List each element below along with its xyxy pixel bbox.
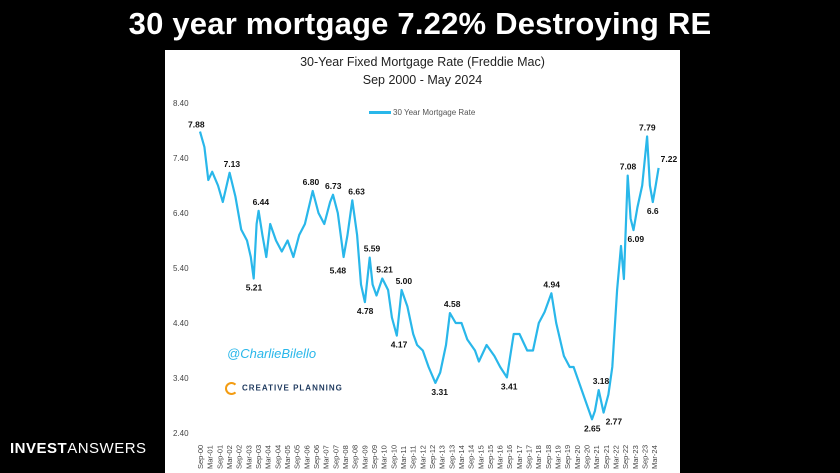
x-tick-label: Mar-22 — [612, 445, 621, 469]
x-tick-label: Sep-03 — [254, 445, 263, 469]
logo-text: CREATIVE PLANNING — [242, 383, 343, 393]
x-tick-label: Mar-24 — [650, 445, 659, 469]
x-tick-label: Sep-15 — [486, 445, 495, 469]
x-tick-label: Sep-04 — [273, 445, 282, 469]
x-tick-label: Sep-05 — [293, 445, 302, 469]
x-tick-label: Sep-14 — [467, 445, 476, 469]
series-line — [198, 131, 660, 421]
data-label: 6.80 — [303, 177, 320, 187]
x-tick-label: Sep-06 — [312, 445, 321, 469]
x-tick-label: Sep-18 — [544, 445, 553, 469]
data-label: 4.78 — [357, 306, 374, 316]
x-tick-label: Sep-02 — [235, 445, 244, 469]
slide-headline: 30 year mortgage 7.22% Destroying RE — [128, 6, 712, 41]
y-tick-label: 2.40 — [173, 429, 189, 438]
y-tick-label: 8.40 — [173, 99, 189, 108]
legend-label: 30 Year Mortgage Rate — [393, 108, 476, 117]
x-tick-label: Mar-15 — [476, 445, 485, 469]
x-tick-label: Sep-17 — [525, 445, 534, 469]
x-tick-label: Mar-19 — [554, 445, 563, 469]
data-label: 6.44 — [253, 197, 270, 207]
x-tick-label: Mar-11 — [399, 446, 408, 469]
data-label: 5.21 — [376, 264, 393, 274]
line-chart: 2.40 3.40 4.40 5.40 6.40 7.40 8.40 Sep-00 Mar-01… — [173, 99, 678, 469]
y-tick-label: 7.40 — [173, 154, 189, 163]
y-tick-label: 3.40 — [173, 374, 189, 383]
x-tick-label: Mar-09 — [360, 445, 369, 469]
creative-planning-logo: CREATIVE PLANNING — [225, 382, 343, 395]
data-label: 4.58 — [444, 299, 461, 309]
x-tick-label: Sep-23 — [641, 445, 650, 469]
y-tick-label: 4.40 — [173, 319, 189, 328]
x-tick-label: Mar-06 — [302, 445, 311, 469]
data-label: 7.88 — [188, 120, 205, 130]
data-label: 3.18 — [593, 376, 610, 386]
data-label: 5.59 — [364, 244, 381, 254]
watermark-handle: @CharlieBilello — [227, 346, 317, 361]
data-label: 6.73 — [325, 181, 342, 191]
x-tick-label: Sep-16 — [505, 445, 514, 469]
x-tick-label: Mar-20 — [573, 445, 582, 469]
x-tick-label: Mar-12 — [418, 445, 427, 469]
data-label: 6.09 — [628, 234, 645, 244]
y-tick-label: 6.40 — [173, 209, 189, 218]
chart-panel: 30-Year Fixed Mortgage Rate (Freddie Mac… — [165, 50, 680, 473]
x-tick-label: Mar-10 — [380, 445, 389, 469]
data-label: 5.48 — [330, 266, 347, 276]
data-label: 5.00 — [396, 276, 413, 286]
data-label: 6.6 — [647, 206, 659, 216]
legend-swatch — [369, 111, 391, 115]
data-label: 4.17 — [391, 340, 408, 350]
x-tick-label: Sep-20 — [583, 445, 592, 469]
data-label: 6.63 — [348, 186, 365, 196]
y-tick-label: 5.40 — [173, 264, 189, 273]
chart-title: 30-Year Fixed Mortgage Rate (Freddie Mac… — [300, 55, 545, 69]
chart-subtitle: Sep 2000 - May 2024 — [362, 73, 483, 87]
x-tick-label: Sep-21 — [602, 445, 611, 469]
x-tick-label: Mar-21 — [592, 445, 601, 469]
x-tick-label: Sep-13 — [447, 445, 456, 469]
x-tick-label: Sep-19 — [563, 445, 572, 469]
x-tick-label: Mar-17 — [515, 445, 524, 469]
data-label: 5.21 — [246, 282, 263, 292]
chart-legend: 30 Year Mortgage Rate — [369, 108, 475, 117]
x-tick-label: Sep-10 — [389, 445, 398, 469]
x-tick-label: Mar-16 — [496, 445, 505, 469]
x-tick-label: Mar-13 — [438, 445, 447, 469]
x-tick-label: Mar-03 — [244, 445, 253, 469]
x-tick-label: Mar-07 — [322, 445, 331, 469]
x-tick-label: Mar-18 — [534, 445, 543, 469]
x-tick-label: Mar-04 — [264, 445, 273, 469]
data-label: 3.41 — [501, 381, 518, 391]
data-label: 3.31 — [431, 387, 448, 397]
x-tick-label: Sep-12 — [428, 445, 437, 469]
data-label: 2.65 — [584, 423, 601, 433]
x-tick-label: Sep-11 — [409, 445, 418, 469]
data-label: 7.08 — [620, 162, 637, 172]
data-label: 7.13 — [224, 159, 241, 169]
brand-regular: ANSWERS — [67, 440, 147, 457]
x-tick-label: Mar-02 — [225, 445, 234, 469]
x-tick-label: Mar-05 — [283, 445, 292, 469]
x-tick-label: Sep-01 — [215, 445, 224, 469]
x-tick-label: Mar-01 — [206, 445, 215, 469]
data-label: 7.79 — [639, 123, 656, 133]
investanswers-brand: INVESTANSWERS — [10, 440, 147, 457]
x-tick-label: Mar-14 — [457, 445, 466, 469]
x-tick-label: Sep-07 — [331, 445, 340, 469]
x-tick-label: Sep-09 — [370, 445, 379, 469]
data-label: 2.77 — [606, 417, 623, 427]
x-tick-label: Sep-22 — [621, 445, 630, 469]
x-tick-label: Mar-08 — [341, 445, 350, 469]
x-tick-label: Mar-23 — [631, 445, 640, 469]
x-tick-label: Sep-00 — [196, 445, 205, 469]
data-label: 4.94 — [543, 279, 560, 289]
brand-bold: INVEST — [10, 440, 68, 457]
logo-icon — [225, 382, 238, 395]
data-label: 7.22 — [661, 154, 678, 164]
x-tick-label: Sep-08 — [351, 445, 360, 469]
